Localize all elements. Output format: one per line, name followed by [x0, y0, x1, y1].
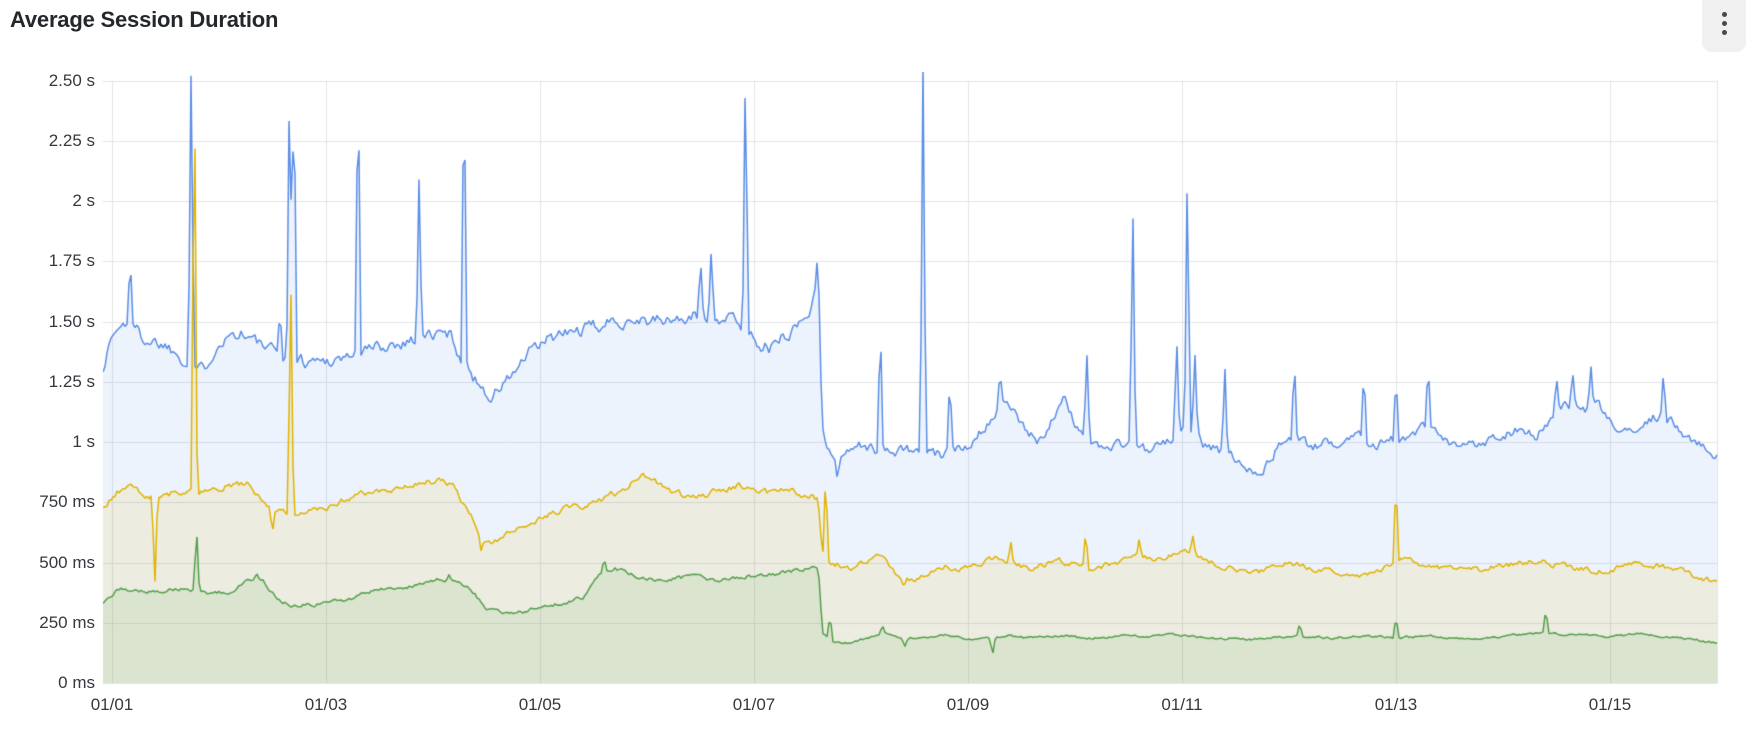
kebab-vertical-icon — [1721, 11, 1727, 35]
panel-header: Average Session Duration — [0, 0, 1746, 52]
panel-title: Average Session Duration — [10, 7, 279, 32]
panel-menu-button[interactable] — [1702, 0, 1746, 52]
